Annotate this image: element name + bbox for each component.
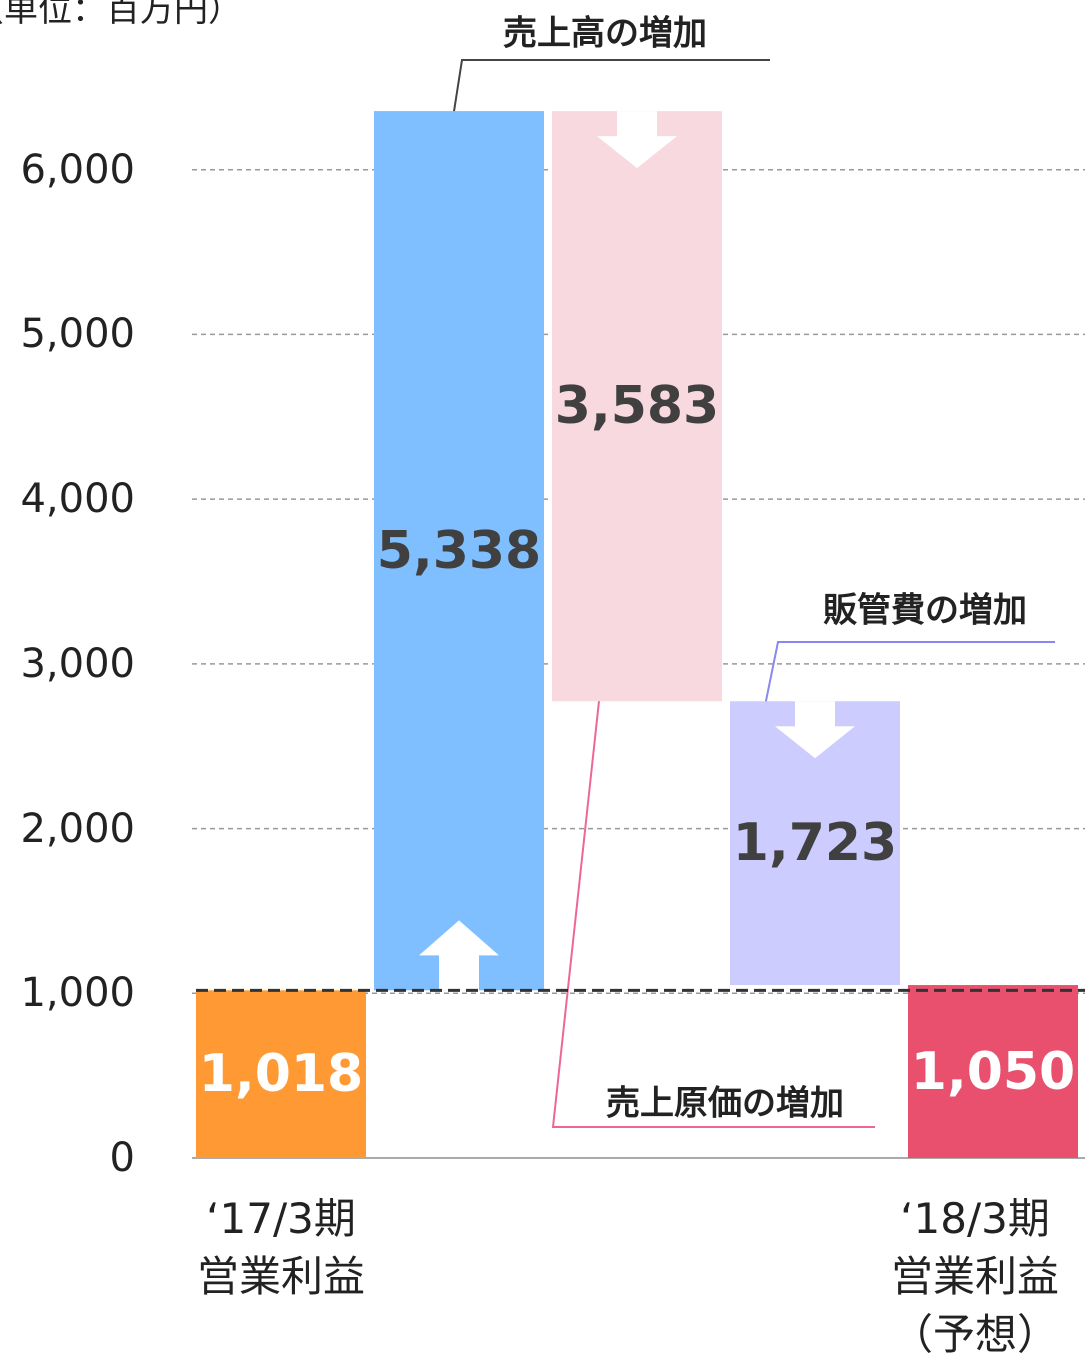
y-tick-label: 4,000 [20, 476, 135, 523]
x-tick-label: ‘17/3期 営業利益 [196, 1194, 365, 1301]
y-tick-label: 2,000 [20, 805, 135, 852]
y-tick-label: 3,000 [20, 640, 135, 687]
bar [374, 111, 544, 991]
arrow-icon [597, 111, 677, 169]
x-tick-label: ‘18/3期 営業利益 （予想） [890, 1194, 1059, 1359]
bar [196, 990, 366, 1158]
arrow-icon [419, 920, 499, 991]
bar [908, 985, 1078, 1158]
callout-line [551, 626, 875, 1128]
value-label: 1,050 [910, 1041, 1076, 1102]
y-tick-label: 5,000 [20, 311, 135, 358]
y-tick-label: 0 [109, 1135, 135, 1181]
bar [552, 111, 722, 702]
category-label: 売上高の増加 [503, 13, 707, 54]
category-label: 売上原価の増加 [606, 1083, 844, 1124]
y-tick-label: 1,000 [20, 970, 135, 1017]
value-label: 1,018 [198, 1044, 364, 1105]
value-label: 3,583 [554, 376, 720, 437]
y-tick-label: 6,000 [20, 146, 135, 193]
unit-label: （単位：百万円） [0, 0, 242, 30]
category-label: 販管費の増加 [823, 590, 1027, 631]
value-label: 5,338 [376, 520, 542, 581]
arrow-icon [775, 701, 855, 759]
value-label: 1,723 [732, 813, 898, 874]
